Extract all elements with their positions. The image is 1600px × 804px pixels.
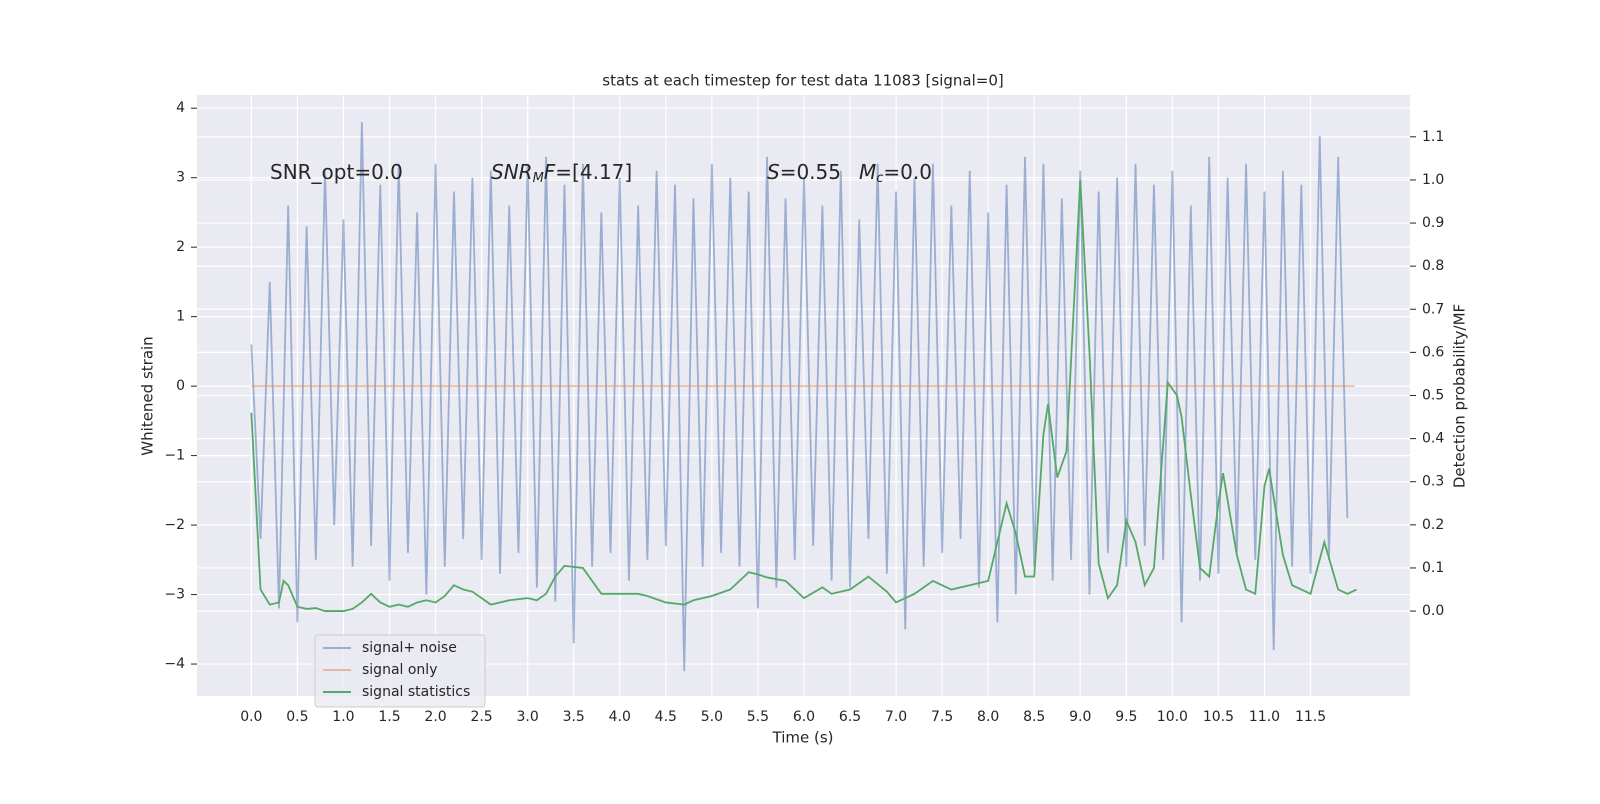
x-tick-label: 10.0 (1157, 709, 1188, 725)
x-tick-label: 8.0 (977, 709, 999, 725)
annotation-part: SNR (491, 160, 533, 184)
x-tick-label: 0.5 (286, 709, 308, 725)
x-tick-label: 3.0 (517, 709, 539, 725)
annotation: SNRMF=[4.17] (491, 160, 632, 186)
x-tick-label: 8.5 (1023, 709, 1045, 725)
x-tick-label: 11.5 (1295, 709, 1326, 725)
annotation-part: M (533, 171, 544, 186)
y-tick-label: 3 (176, 170, 185, 186)
y2-tick-label: 0.9 (1422, 215, 1444, 231)
y2-tick-label: 0.1 (1422, 560, 1444, 576)
annotation-part: S (767, 160, 780, 184)
x-tick-label: 4.5 (655, 709, 677, 725)
y-tick-label: −2 (164, 517, 185, 533)
y-tick-label: 4 (176, 100, 185, 116)
y2-tick-label: 1.0 (1422, 172, 1444, 188)
y2-tick-label: 0.4 (1422, 431, 1444, 447)
y2-tick-label: 0.7 (1422, 301, 1444, 317)
annotation-part: c (876, 171, 883, 186)
legend-box (314, 634, 486, 708)
annotation: Mc=0.0 (859, 160, 932, 186)
legend-label: signal statistics (362, 684, 470, 700)
x-tick-label: 11.0 (1249, 709, 1280, 725)
y-tick-label: −4 (164, 656, 185, 672)
x-tick-label: 1.5 (378, 709, 400, 725)
series-line (250, 179, 1357, 612)
x-tick-label: 2.0 (424, 709, 446, 725)
y2-tick-label: 0.8 (1422, 258, 1444, 274)
x-axis-label: Time (s) (772, 729, 834, 747)
y2-tick-label: 1.1 (1422, 129, 1444, 145)
x-tick-label: 9.5 (1115, 709, 1137, 725)
y-tick-label: 1 (176, 309, 185, 325)
y2-tick-label: 0.6 (1422, 344, 1444, 360)
x-tick-label: 6.0 (793, 709, 815, 725)
x-tick-label: 7.5 (931, 709, 953, 725)
y2-tick-label: 0.0 (1422, 603, 1444, 619)
y-axis-label: Whitened strain (139, 336, 157, 455)
legend-label: signal only (362, 662, 437, 678)
annotation-part: M (859, 160, 876, 184)
annotation: S=0.55 (767, 160, 841, 184)
x-tick-label: 6.5 (839, 709, 861, 725)
x-tick-label: 3.5 (563, 709, 585, 725)
x-tick-label: 5.0 (701, 709, 723, 725)
legend-label: signal+ noise (362, 640, 457, 656)
y-tick-label: 2 (176, 239, 185, 255)
annotation-part: =0.0 (883, 160, 932, 184)
annotation-part: =[4.17] (555, 160, 632, 184)
y2-tick-label: 0.2 (1422, 517, 1444, 533)
y2-tick-label: 0.5 (1422, 388, 1444, 404)
x-tick-label: 5.5 (747, 709, 769, 725)
y2-tick-label: 0.3 (1422, 474, 1444, 490)
annotation-part: SNR_opt=0.0 (270, 160, 403, 184)
annotation: SNR_opt=0.0 (270, 160, 403, 184)
series-line (250, 122, 1349, 672)
x-tick-label: 9.0 (1069, 709, 1091, 725)
y-tick-label: −3 (164, 587, 185, 603)
x-tick-label: 4.0 (609, 709, 631, 725)
x-tick-label: 7.0 (885, 709, 907, 725)
chart-title: stats at each timestep for test data 110… (602, 72, 1003, 90)
annotation-part: =0.55 (780, 160, 841, 184)
x-tick-label: 1.0 (332, 709, 354, 725)
x-tick-label: 0.0 (240, 709, 262, 725)
annotation-part: F (544, 160, 556, 184)
y-tick-label: −1 (164, 448, 185, 464)
y-tick-label: 0 (176, 378, 185, 394)
x-tick-label: 10.5 (1203, 709, 1234, 725)
y2-axis-label: Detection probability/MF (1451, 304, 1469, 488)
x-tick-label: 2.5 (470, 709, 492, 725)
